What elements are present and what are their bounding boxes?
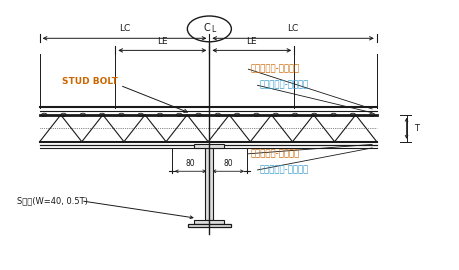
Text: 하부연결근-현장배근: 하부연결근-현장배근 <box>259 166 308 174</box>
Bar <box>194 144 224 148</box>
Text: S필러(W=40, 0.5T): S필러(W=40, 0.5T) <box>17 196 87 205</box>
Bar <box>205 148 213 220</box>
Text: LE: LE <box>246 36 257 46</box>
Text: 하부배력근-현장배근: 하부배력근-현장배근 <box>250 149 299 158</box>
Text: L: L <box>210 25 215 34</box>
Text: T: T <box>414 124 419 133</box>
Bar <box>194 220 224 224</box>
Text: C: C <box>203 23 210 33</box>
Text: LC: LC <box>287 25 298 33</box>
Text: 상부배력근-현장배근: 상부배력근-현장배근 <box>250 65 299 74</box>
Text: LC: LC <box>118 25 130 33</box>
Text: 상부연결근-현장배근: 상부연결근-현장배근 <box>259 81 308 90</box>
Text: STUD BOLT: STUD BOLT <box>62 77 118 86</box>
Text: 80: 80 <box>223 159 232 168</box>
Text: 80: 80 <box>185 159 195 168</box>
Bar <box>187 224 230 227</box>
Text: LE: LE <box>157 36 167 46</box>
